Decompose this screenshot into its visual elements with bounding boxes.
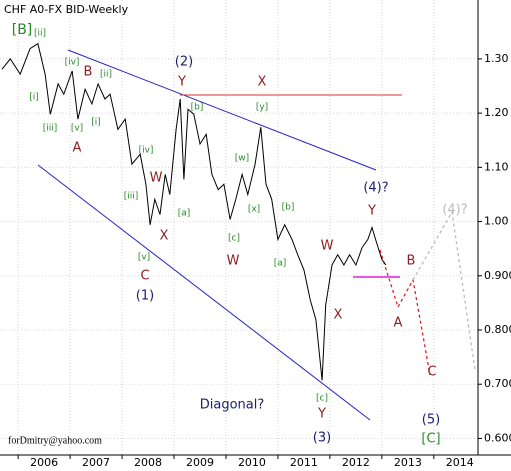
wave-label: [v]	[71, 124, 83, 134]
wave-label: B	[84, 65, 93, 80]
wave-label: [C]	[421, 432, 440, 447]
wave-label: [w]	[235, 154, 249, 164]
trend-line	[37, 164, 371, 421]
wave-label: [x]	[248, 205, 260, 215]
x-tick-label: 2009	[186, 456, 214, 469]
y-tick-label: 0.700	[484, 377, 511, 390]
x-tick-label: 2014	[446, 456, 474, 469]
y-tick-label: 1.20	[484, 106, 509, 119]
wave-label: X	[334, 308, 343, 323]
x-tick-label: 2012	[342, 456, 370, 469]
wave-label: Y	[317, 407, 326, 422]
wave-label: [v]	[138, 253, 150, 263]
wave-label: B	[407, 254, 416, 269]
wave-label: C	[427, 365, 436, 380]
wave-label: W	[321, 239, 334, 254]
wave-label: (4)?	[442, 203, 467, 218]
wave-label: [iv]	[139, 146, 154, 156]
x-tick-label: 2010	[238, 456, 266, 469]
overlay-lines	[37, 49, 476, 421]
wave-label: [B]	[12, 22, 33, 38]
wave-label: C	[140, 269, 149, 284]
wave-label: [a]	[274, 259, 287, 269]
wave-label: W	[227, 254, 240, 269]
y-tick-label: 1.30	[484, 52, 509, 65]
forecast-line	[379, 249, 431, 376]
wave-label: Diagonal?	[200, 398, 265, 413]
x-tick-label: 2006	[30, 456, 58, 469]
wave-label: [iv]	[65, 58, 80, 68]
y-tick-label: 0.900	[484, 269, 511, 282]
wave-label: [iii]	[124, 192, 139, 202]
wave-label: (4)?	[363, 181, 388, 196]
wave-label: A	[73, 141, 82, 156]
wave-label: (1)	[136, 289, 154, 304]
wave-label: Y	[367, 204, 376, 219]
wave-label: (2)	[175, 55, 193, 70]
wave-label: [c]	[316, 394, 328, 404]
wave-label: A	[394, 316, 403, 331]
y-tick-label: 0.800	[484, 323, 511, 336]
wave-label: [b]	[282, 203, 295, 213]
chart-title: CHF A0-FX BID-Weekly	[4, 3, 129, 16]
price-line	[1, 42, 387, 381]
wave-label: X	[160, 229, 169, 244]
x-tick-label: 2007	[82, 456, 110, 469]
y-tick-label: 0.600	[484, 431, 511, 444]
x-tick-label: 2011	[290, 456, 318, 469]
x-tick-label: 2008	[134, 456, 162, 469]
y-tick-label: 1.00	[484, 215, 509, 228]
wave-label: [i]	[91, 118, 101, 128]
trend-line	[67, 49, 377, 171]
wave-label: [a]	[178, 209, 191, 219]
wave-label: [i]	[29, 93, 39, 103]
wave-label: [ii]	[100, 70, 112, 80]
wave-label: [c]	[228, 234, 240, 244]
wave-label: X	[258, 75, 267, 90]
wave-label: [iii]	[43, 124, 58, 134]
wave-label: [y]	[256, 103, 268, 113]
y-tick-label: 1.10	[484, 160, 509, 173]
wave-label: Y	[177, 75, 186, 90]
wave-label: W	[150, 171, 163, 186]
wave-label: (3)	[313, 431, 331, 446]
x-tick-label: 2013	[394, 456, 422, 469]
wave-label: [ii]	[34, 29, 46, 39]
wave-label: [b]	[191, 103, 204, 113]
wave-label: (5)	[422, 413, 440, 428]
credit: forDmitry@yahoo.com	[8, 435, 102, 446]
forecast-line	[412, 210, 476, 371]
